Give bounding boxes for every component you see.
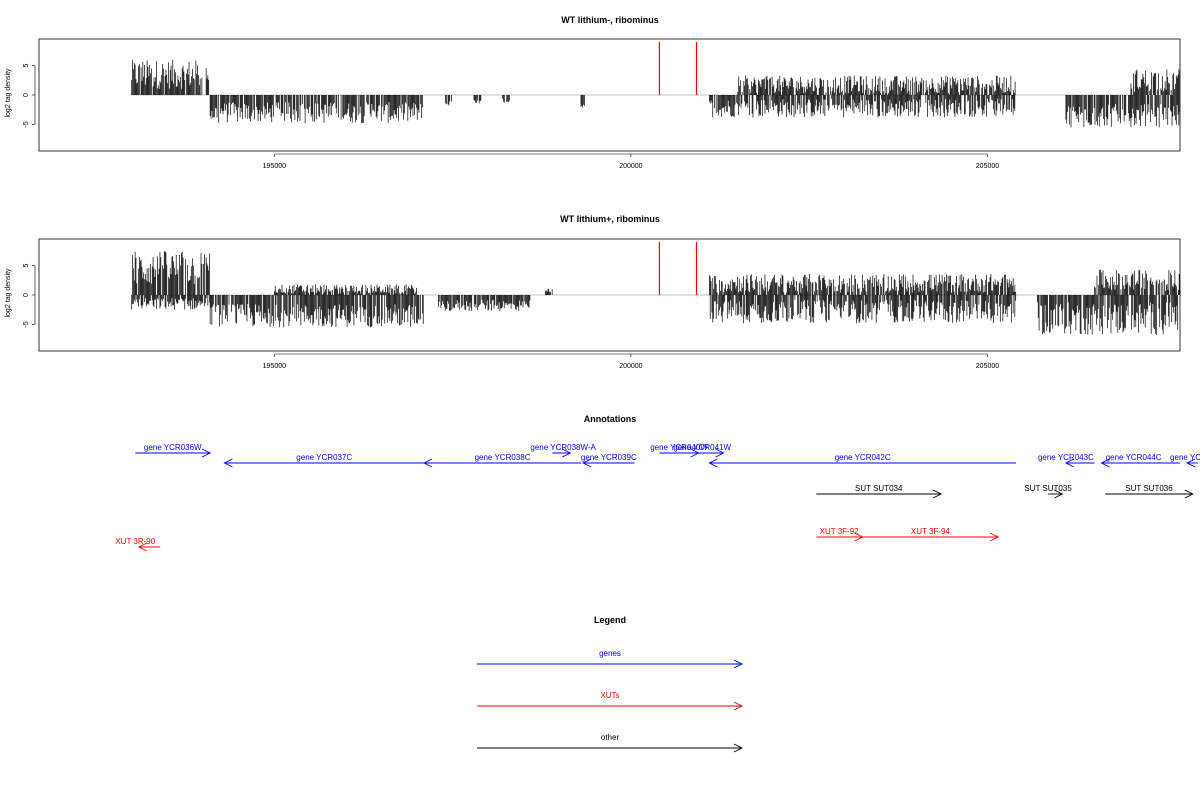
- x-tick-label: 200000: [619, 363, 642, 370]
- feature-arrow-head: [715, 448, 725, 458]
- feature-arrow-head: [137, 542, 148, 552]
- legend-item-genes: genes: [477, 649, 744, 669]
- gene-feature: gene YCR036W: [135, 443, 212, 458]
- gene-feature: gene YCR038W-A: [530, 443, 597, 458]
- feature-label: XUT 3F-92: [820, 527, 860, 536]
- legend-label: XUTs: [600, 691, 619, 700]
- density-panel-lithium-minus: WT lithium-, ribominus log2 tag density …: [5, 15, 1181, 170]
- feature-arrow-head: [423, 458, 433, 468]
- marker-lines: [658, 241, 698, 295]
- feature-arrow-head: [1064, 458, 1075, 468]
- feature-arrow-head: [733, 659, 744, 669]
- y-tick-label: 0: [23, 293, 30, 297]
- y-tick-label: 5: [23, 63, 30, 67]
- y-axis: 5 0 -5: [23, 63, 36, 128]
- feature-arrow-head: [989, 532, 1000, 542]
- feature-arrow-head: [1184, 489, 1194, 499]
- gene-feature: gene YCR043C: [1038, 453, 1095, 468]
- feature-label: gene YCR040W: [650, 443, 708, 452]
- gene-feature: gene YCR042C: [708, 453, 1016, 468]
- gene-feature: gene YCR045C: [1170, 453, 1200, 468]
- legend: Legend genes XUTs other: [477, 615, 744, 753]
- panel-title: WT lithium+, ribominus: [560, 214, 660, 224]
- gene-feature: gene YCR041W: [673, 443, 731, 458]
- legend-title: Legend: [594, 615, 626, 625]
- gene-feature: gene YCR037C: [223, 453, 425, 468]
- density-bars: [131, 251, 1181, 335]
- x-tick-label: 205000: [976, 363, 999, 370]
- x-axis: 195000 200000 205000: [263, 153, 999, 170]
- feature-label: gene YCR042C: [835, 453, 891, 462]
- y-axis-label: log2 tag density: [5, 268, 12, 318]
- feature-label: XUT 3F-94: [911, 527, 951, 536]
- feature-label: XUT 3R-90: [115, 537, 155, 546]
- density-panel-lithium-plus: WT lithium+, ribominus log2 tag density …: [5, 214, 1181, 370]
- gene-feature: gene YCR044C: [1100, 453, 1180, 468]
- feature-arrow-head: [1186, 458, 1196, 468]
- feature-arrow-head: [1054, 489, 1064, 499]
- feature-arrow-head: [562, 448, 572, 458]
- x-tick-label: 195000: [263, 163, 286, 170]
- feature-label: gene YCR038C: [475, 453, 531, 462]
- legend-label: other: [601, 733, 620, 742]
- xut-feature: XUT 3R-90: [115, 537, 161, 552]
- feature-label: gene YCR045C: [1170, 453, 1200, 462]
- y-axis-label: log2 tag density: [5, 68, 12, 118]
- feature-arrow-head: [201, 448, 212, 458]
- legend-item-xuts: XUTs: [477, 691, 744, 711]
- feature-label: SUT SUT035: [1024, 484, 1072, 493]
- feature-label: gene YCR044C: [1106, 453, 1162, 462]
- feature-label: gene YCR043C: [1038, 453, 1094, 462]
- legend-items: genes XUTs other: [477, 649, 744, 753]
- feature-label: SUT SUT036: [1125, 484, 1173, 493]
- feature-label: gene YCR039C: [581, 453, 637, 462]
- density-bars: [131, 59, 1181, 128]
- feature-label: gene YCR041W: [673, 443, 731, 452]
- y-tick-label: -5: [23, 321, 30, 327]
- x-tick-label: 205000: [976, 163, 999, 170]
- legend-label: genes: [599, 649, 621, 658]
- feature-arrow-head: [1100, 458, 1110, 468]
- y-axis: 5 0 -5: [23, 263, 36, 328]
- sut-feature: SUT SUT034: [816, 484, 943, 499]
- feature-arrow-head: [932, 489, 943, 499]
- feature-label: gene YCR037C: [296, 453, 352, 462]
- feature-label: SUT SUT034: [855, 484, 903, 493]
- xut-feature: XUT 3F-92: [816, 527, 864, 542]
- x-axis: 195000 200000 205000: [263, 353, 999, 370]
- xut-feature: XUT 3F-94: [862, 527, 1000, 542]
- x-tick-label: 200000: [619, 163, 642, 170]
- feature-arrow-head: [708, 458, 718, 468]
- gene-feature: gene YCR038C: [423, 453, 581, 468]
- feature-label: gene YCR036W: [144, 443, 202, 452]
- x-tick-label: 195000: [263, 363, 286, 370]
- y-tick-label: -5: [23, 121, 30, 127]
- marker-lines: [658, 41, 698, 95]
- annotations-title: Annotations: [584, 414, 637, 424]
- gene-feature: gene YCR039C: [581, 453, 637, 468]
- feature-arrow-head: [733, 743, 744, 753]
- feature-arrow-head: [223, 458, 233, 468]
- y-tick-label: 5: [23, 263, 30, 267]
- feature-label: gene YCR038W-A: [530, 443, 596, 452]
- sut-feature: SUT SUT035: [1024, 484, 1072, 499]
- annotations-track: Annotations gene YCR036W gene YCR037C gene…: [115, 414, 1200, 552]
- panel-title: WT lithium-, ribominus: [561, 15, 659, 25]
- feature-arrow-head: [582, 458, 592, 468]
- y-tick-label: 0: [23, 93, 30, 97]
- sut-feature: SUT SUT036: [1105, 484, 1194, 499]
- feature-arrow-head: [733, 701, 744, 711]
- legend-item-other: other: [477, 733, 744, 753]
